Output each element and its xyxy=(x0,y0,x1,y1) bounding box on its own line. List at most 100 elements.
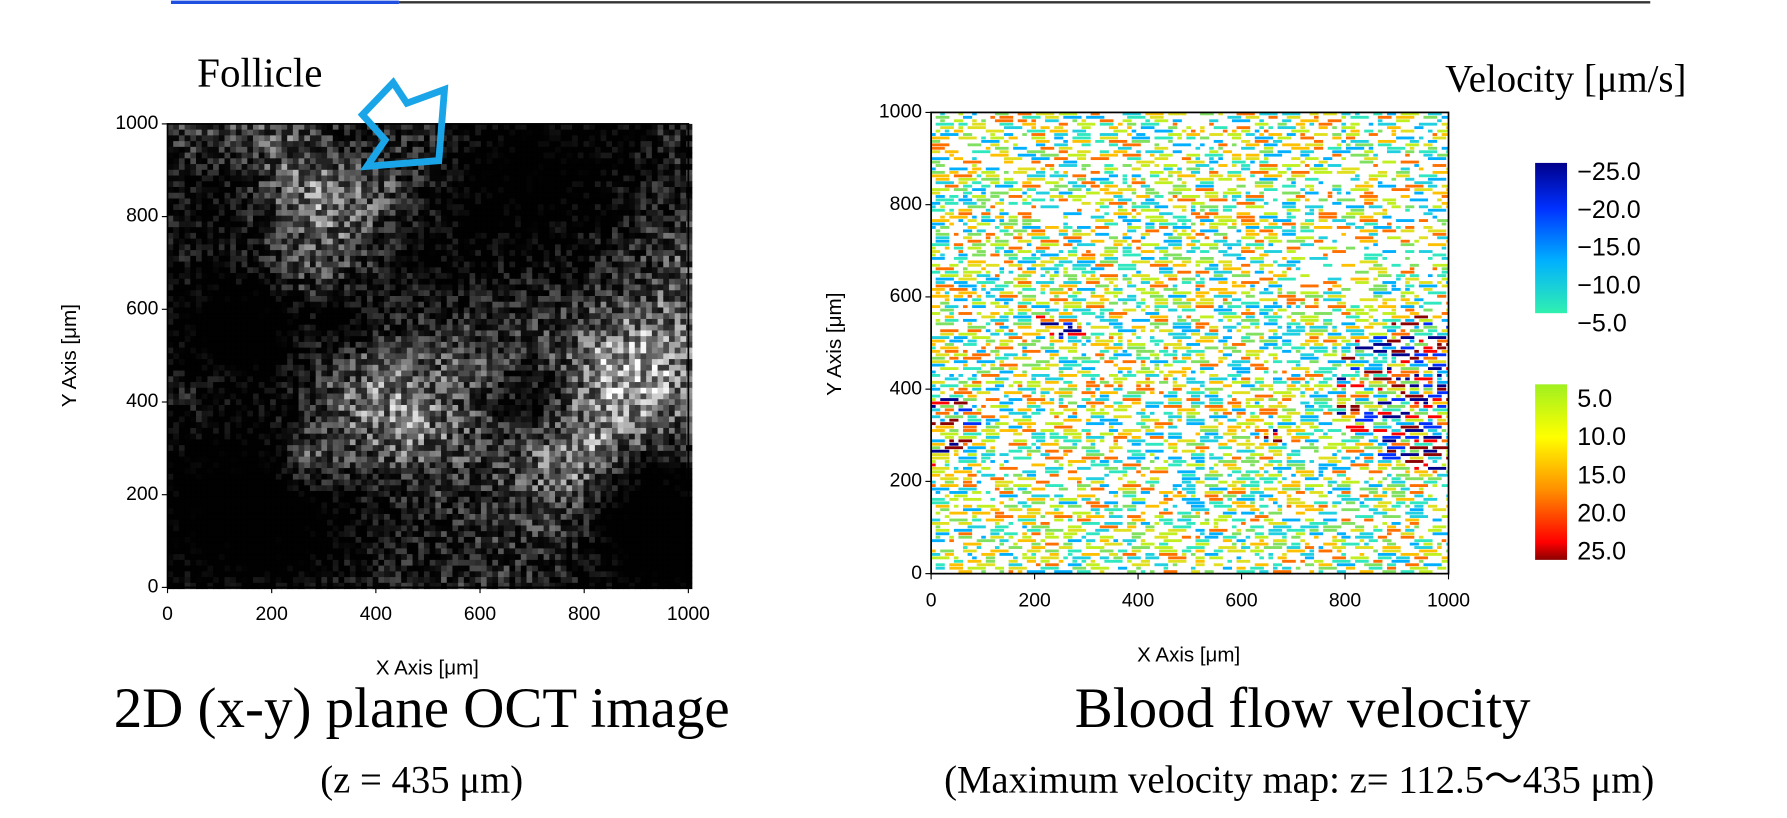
texture-pixel xyxy=(338,485,344,491)
texture-pixel xyxy=(196,422,202,428)
texture-pixel xyxy=(498,577,504,583)
texture-pixel xyxy=(401,176,407,182)
texture-pixel xyxy=(504,371,510,377)
texture-pixel xyxy=(236,371,242,377)
texture-pixel xyxy=(407,233,413,239)
texture-pixel xyxy=(418,531,424,537)
texture-pixel xyxy=(350,554,356,560)
texture-pixel xyxy=(179,135,185,141)
texture-pixel xyxy=(498,394,504,400)
texture-pixel xyxy=(242,457,248,463)
texture-pixel xyxy=(487,262,493,268)
texture-pixel xyxy=(196,457,202,463)
texture-pixel xyxy=(487,325,493,331)
texture-pixel xyxy=(344,353,350,359)
texture-pixel xyxy=(281,313,287,319)
texture-pixel xyxy=(418,221,424,227)
texture-pixel xyxy=(338,285,344,291)
texture-pixel xyxy=(304,451,310,457)
texture-pixel xyxy=(173,158,179,164)
texture-pixel xyxy=(367,514,373,520)
texture-pixel xyxy=(299,520,305,526)
texture-pixel xyxy=(504,181,510,187)
texture-pixel xyxy=(509,514,515,520)
texture-pixel xyxy=(447,439,453,445)
texture-pixel xyxy=(458,428,464,434)
texture-pixel xyxy=(299,319,305,325)
texture-pixel xyxy=(338,170,344,176)
texture-pixel xyxy=(373,525,379,531)
texture-pixel xyxy=(492,508,498,514)
texture-pixel xyxy=(350,176,356,182)
texture-pixel xyxy=(185,239,191,245)
texture-pixel xyxy=(492,153,498,159)
texture-pixel xyxy=(299,216,305,222)
texture-pixel xyxy=(464,577,470,583)
texture-pixel xyxy=(333,462,339,468)
texture-pixel xyxy=(338,399,344,405)
texture-pixel xyxy=(230,399,236,405)
texture-pixel xyxy=(407,285,413,291)
texture-pixel xyxy=(316,285,322,291)
texture-pixel xyxy=(202,250,208,256)
texture-pixel xyxy=(492,548,498,554)
texture-pixel xyxy=(219,313,225,319)
texture-pixel xyxy=(321,520,327,526)
texture-pixel xyxy=(276,525,282,531)
texture-pixel xyxy=(498,124,504,130)
texture-pixel xyxy=(350,302,356,308)
texture-pixel xyxy=(219,394,225,400)
texture-pixel xyxy=(202,554,208,560)
texture-pixel xyxy=(395,451,401,457)
texture-pixel xyxy=(168,485,174,491)
texture-pixel xyxy=(481,388,487,394)
texture-pixel xyxy=(390,267,396,273)
texture-pixel xyxy=(509,485,515,491)
texture-pixel xyxy=(361,491,367,497)
texture-pixel xyxy=(470,187,476,193)
texture-pixel xyxy=(441,445,447,451)
texture-pixel xyxy=(304,571,310,577)
texture-pixel xyxy=(304,577,310,583)
texture-pixel xyxy=(185,457,191,463)
texture-pixel xyxy=(492,468,498,474)
texture-pixel xyxy=(470,307,476,313)
texture-pixel xyxy=(361,187,367,193)
texture-pixel xyxy=(316,273,322,279)
texture-pixel xyxy=(470,216,476,222)
texture-pixel xyxy=(367,267,373,273)
texture-pixel xyxy=(413,462,419,468)
texture-pixel xyxy=(361,485,367,491)
texture-pixel xyxy=(413,577,419,583)
texture-pixel xyxy=(361,376,367,382)
texture-pixel xyxy=(504,216,510,222)
texture-pixel xyxy=(236,330,242,336)
texture-pixel xyxy=(470,451,476,457)
texture-pixel xyxy=(338,330,344,336)
texture-pixel xyxy=(378,451,384,457)
texture-pixel xyxy=(219,428,225,434)
texture-pixel xyxy=(373,262,379,268)
texture-pixel xyxy=(293,176,299,182)
texture-pixel xyxy=(475,233,481,239)
texture-pixel xyxy=(378,543,384,549)
texture-pixel xyxy=(458,485,464,491)
texture-pixel xyxy=(333,508,339,514)
texture-pixel xyxy=(338,371,344,377)
texture-pixel xyxy=(515,279,521,285)
texture-pixel xyxy=(424,422,430,428)
texture-pixel xyxy=(441,457,447,463)
texture-pixel xyxy=(247,273,253,279)
texture-pixel xyxy=(242,348,248,354)
texture-pixel xyxy=(458,382,464,388)
texture-pixel xyxy=(202,342,208,348)
texture-pixel xyxy=(219,181,225,187)
texture-pixel xyxy=(344,193,350,199)
texture-pixel xyxy=(310,365,316,371)
texture-pixel xyxy=(259,176,265,182)
texture-pixel xyxy=(213,428,219,434)
texture-pixel xyxy=(168,411,174,417)
texture-pixel xyxy=(230,428,236,434)
texture-pixel xyxy=(492,503,498,509)
texture-pixel xyxy=(202,537,208,543)
